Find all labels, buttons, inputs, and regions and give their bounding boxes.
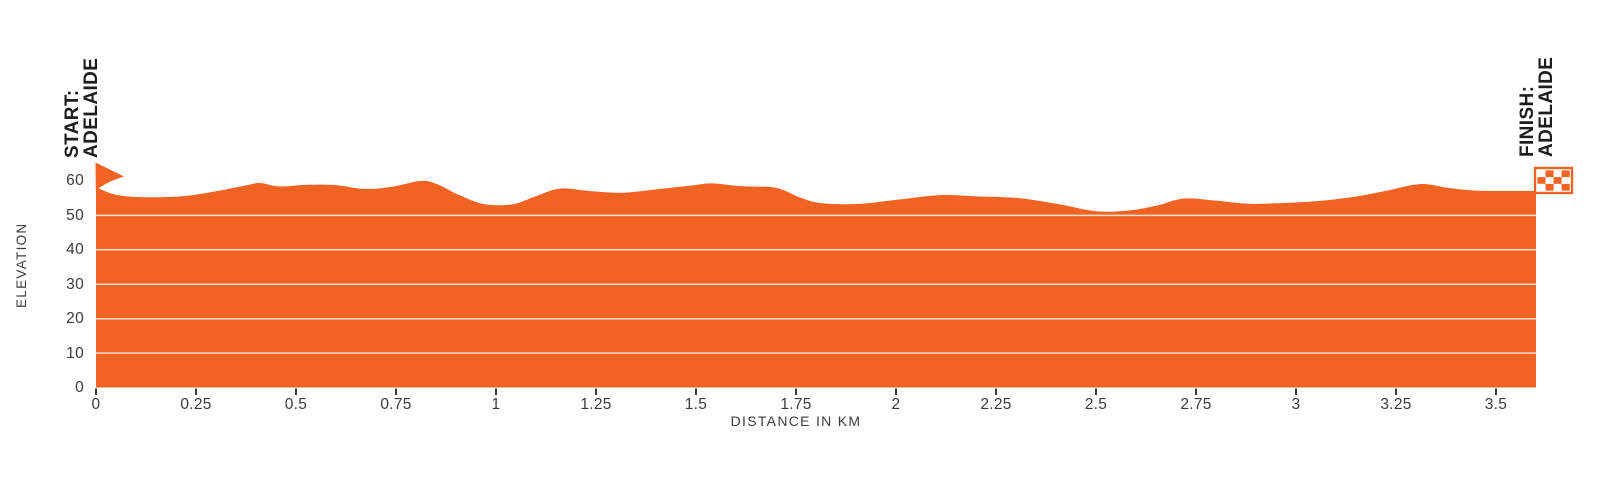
x-tick-label-1.75: 1.75 <box>780 396 812 413</box>
finish-label-line1: FINISH: <box>1517 85 1538 157</box>
checkered-flag-cell <box>1545 183 1554 191</box>
y-tick-label-0: 0 <box>75 379 84 396</box>
start-label: START: ADELAIDE <box>62 57 102 158</box>
x-tick-label-1: 1 <box>491 396 501 413</box>
y-tick-label-60: 60 <box>66 172 84 190</box>
finish-label: FINISH: ADELAIDE <box>1517 56 1557 157</box>
x-tick-label-1.25: 1.25 <box>580 396 612 413</box>
x-axis-title: DISTANCE IN KM <box>730 413 862 429</box>
x-tick-label-2.25: 2.25 <box>980 396 1012 413</box>
x-tick-label-0.75: 0.75 <box>380 396 412 413</box>
y-tick-label-30: 30 <box>66 275 84 293</box>
x-tick-label-3.5: 3.5 <box>1484 396 1508 413</box>
x-tick-label-0.5: 0.5 <box>284 396 308 413</box>
checkered-flag-cell <box>1553 177 1562 184</box>
x-tick-label-1.5: 1.5 <box>684 396 708 413</box>
checkered-flag-cell <box>1561 170 1570 178</box>
checkered-flag-cell <box>1537 177 1546 184</box>
finish-label-line2: ADELAIDE <box>1536 56 1557 157</box>
y-tick-label-50: 50 <box>66 206 84 224</box>
x-tick-label-0: 0 <box>91 396 101 413</box>
x-tick-label-2: 2 <box>891 396 901 413</box>
y-tick-label-20: 20 <box>66 310 84 328</box>
checkered-flag-cell <box>1545 170 1554 178</box>
finish-checkered-flag-icon <box>1533 166 1574 195</box>
y-tick-label-10: 10 <box>66 344 84 362</box>
x-tick-label-3: 3 <box>1291 396 1301 413</box>
checkered-flag-cell <box>1561 183 1570 191</box>
x-tick-label-2.5: 2.5 <box>1084 396 1108 413</box>
start-label-line1: START: <box>62 89 83 158</box>
x-tick-label-3.25: 3.25 <box>1380 396 1412 413</box>
x-axis-tick-marks <box>95 388 1497 395</box>
start-pennant-flag-icon <box>95 162 124 191</box>
x-tick-label-2.75: 2.75 <box>1180 396 1212 413</box>
y-axis-title: ELEVATION <box>14 222 29 308</box>
y-tick-label-40: 40 <box>66 241 84 259</box>
gridlines <box>96 214 1536 354</box>
x-tick-label-0.25: 0.25 <box>180 396 212 413</box>
start-label-line2: ADELAIDE <box>81 57 102 158</box>
